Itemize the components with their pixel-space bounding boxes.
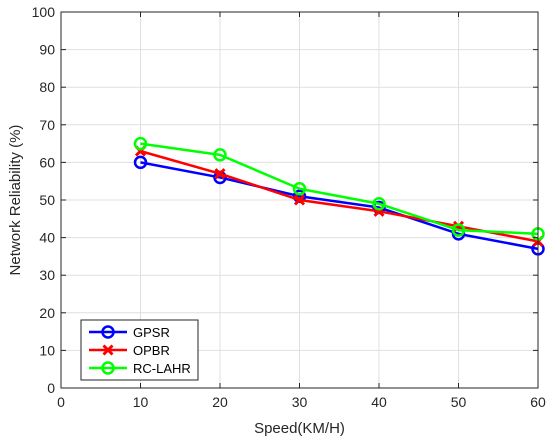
y-tick-label: 20 <box>39 305 55 321</box>
x-tick-label: 0 <box>57 394 65 410</box>
y-tick-label: 90 <box>39 42 55 58</box>
legend-marker-opbr <box>102 344 114 356</box>
legend: GPSR OPBR RC-LAHR <box>80 319 199 381</box>
y-tick-label: 30 <box>39 267 55 283</box>
series-layer <box>133 136 545 256</box>
y-tick-label: 100 <box>32 4 56 20</box>
data-point-gpsr <box>133 155 148 170</box>
y-tick-label: 40 <box>39 230 55 246</box>
x-tick-label: 60 <box>530 394 546 410</box>
data-point-rc-lahr <box>213 148 227 162</box>
series-line-gpsr <box>140 161 539 251</box>
y-tick-label: 10 <box>39 342 55 358</box>
legend-label-opbr: OPBR <box>133 343 170 358</box>
x-tick-label: 30 <box>292 394 308 410</box>
data-point-opbr <box>214 168 226 180</box>
y-tick-label: 70 <box>39 117 55 133</box>
data-point-rc-lahr <box>292 181 307 196</box>
data-point-rc-lahr <box>451 223 466 237</box>
legend-marker-gpsr <box>101 325 115 339</box>
legend-label-rc-lahr: RC-LAHR <box>133 361 191 376</box>
legend-label-gpsr: GPSR <box>133 325 170 340</box>
legend-item-gpsr: GPSR <box>89 325 170 340</box>
legend-marker-rc-lahr <box>101 361 115 375</box>
y-tick-label: 80 <box>39 79 55 95</box>
x-tick-label: 10 <box>133 394 149 410</box>
y-tick-label: 0 <box>47 380 55 396</box>
x-tick-label: 40 <box>371 394 387 410</box>
data-point-rc-lahr <box>133 136 148 151</box>
y-axis-label: Network Reliability (%) <box>7 125 24 276</box>
y-tick-label: 60 <box>39 154 55 170</box>
x-axis-label: Speed(KM/H) <box>254 420 345 437</box>
data-point-rc-lahr <box>372 197 386 211</box>
series-line-opbr <box>140 149 539 243</box>
legend-item-opbr: OPBR <box>89 343 170 358</box>
data-point-opbr <box>293 194 306 206</box>
y-tick-label: 50 <box>39 192 55 208</box>
x-tick-label: 20 <box>212 394 228 410</box>
ticks: 0 10 20 30 40 50 60 70 80 90 100 0 10 20 30 40 50 60 <box>32 4 546 410</box>
x-tick-label: 50 <box>451 394 467 410</box>
series-line-rc-lahr <box>140 142 539 236</box>
legend-item-rc-lahr: RC-LAHR <box>89 361 191 376</box>
